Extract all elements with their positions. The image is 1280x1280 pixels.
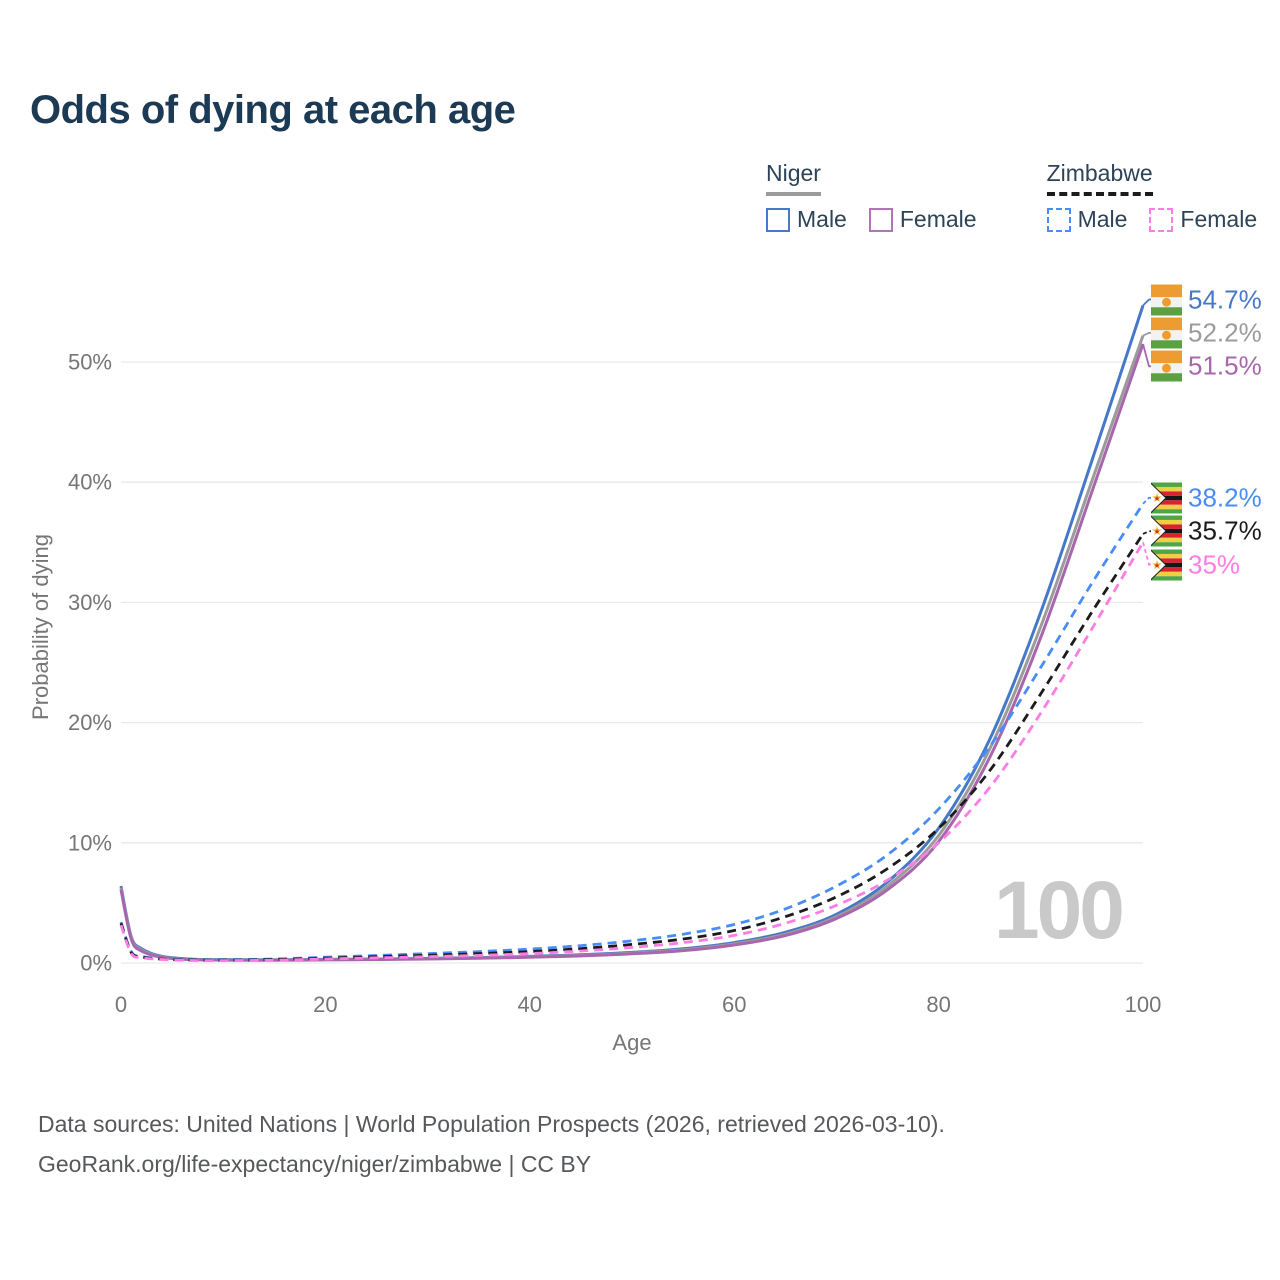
end-value: 54.7% <box>1188 284 1262 315</box>
series-line-zimbabwe-female <box>119 541 1145 963</box>
y-tick-label: 30% <box>68 590 112 615</box>
x-tick-label: 20 <box>313 992 337 1017</box>
dashed-line-swatch-icon <box>1046 207 1071 232</box>
legend: Niger Male Female Zimbabwe Male <box>766 160 1257 233</box>
x-axis-title: Age <box>612 1030 651 1055</box>
end-value: 52.2% <box>1188 317 1262 348</box>
x-tick-label: 40 <box>518 992 542 1017</box>
solid-line-swatch-icon <box>766 207 790 232</box>
series-line-zimbabwe-male <box>119 503 1145 962</box>
legend-item-zimbabwe-male[interactable]: Male <box>1046 206 1128 233</box>
zimbabwe-flag-icon <box>1151 482 1182 514</box>
age-watermark: 100 <box>994 865 1125 956</box>
end-value: 35.7% <box>1188 515 1262 546</box>
x-tick-label: 0 <box>115 992 127 1017</box>
legend-item-zimbabwe-female[interactable]: Female <box>1149 206 1257 233</box>
legend-item-niger-female[interactable]: Female <box>868 206 977 233</box>
label-connector <box>1142 496 1153 505</box>
end-label-zimbabwe-male: 38.2% <box>1151 482 1262 514</box>
legend-item-label: Female <box>1180 206 1258 232</box>
niger-flag-icon <box>1151 284 1182 316</box>
footer-sources: Data sources: United Nations | World Pop… <box>38 1111 945 1137</box>
solid-line-swatch-icon <box>868 207 893 232</box>
legend-item-label: Male <box>797 206 847 232</box>
y-tick-label: 20% <box>68 710 112 735</box>
y-tick-label: 50% <box>68 350 112 375</box>
zimbabwe-flag-icon <box>1151 515 1182 547</box>
end-label-niger-female: 51.5% <box>1151 350 1262 382</box>
legend-item-niger-male[interactable]: Male <box>766 206 847 233</box>
legend-group-niger: Niger Male Female <box>766 160 977 233</box>
end-label-zimbabwe-both: 35.7% <box>1151 515 1262 547</box>
end-value: 38.2% <box>1188 482 1262 513</box>
niger-flag-icon <box>1151 350 1182 382</box>
legend-country-niger[interactable]: Niger <box>766 160 821 196</box>
label-connector <box>1142 542 1153 566</box>
x-tick-label: 100 <box>1125 992 1162 1017</box>
dashed-line-swatch-icon <box>1149 207 1174 232</box>
legend-group-zimbabwe: Zimbabwe Male Female <box>1046 160 1257 233</box>
end-value: 51.5% <box>1188 350 1262 381</box>
end-label-niger-both: 52.2% <box>1151 317 1262 349</box>
x-tick-label: 60 <box>722 992 746 1017</box>
y-tick-label: 40% <box>68 470 112 495</box>
y-tick-label: 10% <box>68 830 112 855</box>
footer-attribution: GeoRank.org/life-expectancy/niger/zimbab… <box>38 1151 592 1177</box>
end-label-zimbabwe-female: 35% <box>1151 549 1241 581</box>
end-value: 35% <box>1188 549 1241 580</box>
series-line-niger-female <box>119 343 1145 962</box>
niger-flag-icon <box>1151 317 1182 349</box>
series-line-niger-both <box>119 335 1145 962</box>
series-line-niger-male <box>119 305 1145 962</box>
end-label-niger-male: 54.7% <box>1151 284 1262 316</box>
legend-item-label: Male <box>1077 206 1128 232</box>
legend-item-label: Female <box>899 206 977 232</box>
x-tick-label: 80 <box>926 992 950 1017</box>
legend-country-zimbabwe[interactable]: Zimbabwe <box>1046 160 1153 196</box>
y-tick-label: 0% <box>80 951 112 976</box>
page-title: Odds of dying at each age <box>30 88 516 132</box>
zimbabwe-flag-icon <box>1151 549 1182 581</box>
footer: Data sources: United Nations | World Pop… <box>38 1104 945 1184</box>
y-axis-title: Probability of dying <box>28 534 53 720</box>
